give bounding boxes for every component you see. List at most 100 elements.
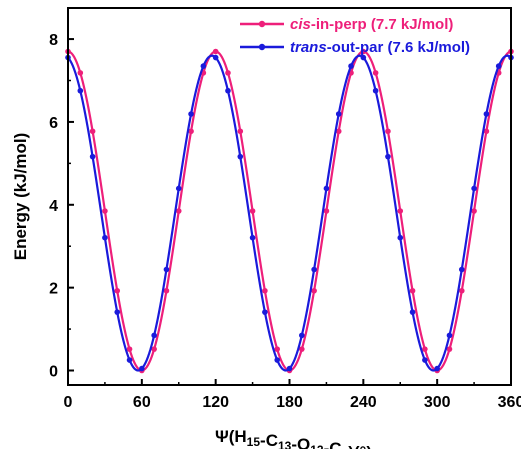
x-label-text: Ψ(H <box>215 427 247 446</box>
x-tick-label: 240 <box>350 394 377 411</box>
data-point-trans <box>175 185 182 192</box>
data-point-trans <box>274 357 280 363</box>
x-tick-label: 360 <box>498 394 521 411</box>
data-point-cis <box>262 287 268 294</box>
data-point-cis <box>409 287 416 294</box>
x-label-subscript: 12 <box>310 443 324 449</box>
x-label-text: -C <box>324 439 342 449</box>
x-label-text: -C <box>260 431 278 449</box>
data-point-cis <box>323 208 330 214</box>
data-point-cis <box>274 346 280 352</box>
data-point-trans <box>163 266 170 273</box>
data-point-cis <box>89 128 96 135</box>
data-point-cis <box>225 70 231 76</box>
x-axis-label: Ψ(H15-C13-O12-C7)(°) <box>215 427 372 449</box>
data-point-cis <box>397 208 404 214</box>
legend-label-rest: -in-perp (7.7 kJ/mol) <box>311 16 454 33</box>
legend: cis-in-perp (7.7 kJ/mol) trans-out-par (7… <box>240 16 470 56</box>
data-point-cis <box>188 128 194 135</box>
legend-label-italic: trans <box>290 39 327 56</box>
y-tick-label: 0 <box>49 364 58 381</box>
data-point-trans <box>225 87 231 94</box>
data-point-cis <box>458 287 465 294</box>
data-point-cis <box>483 128 490 135</box>
data-point-trans <box>151 332 157 339</box>
x-tick-label: 180 <box>276 394 303 411</box>
data-point-cis <box>151 346 157 352</box>
data-point-trans <box>286 365 293 372</box>
data-point-trans <box>323 185 330 192</box>
data-point-trans <box>299 332 305 339</box>
data-point-trans <box>385 153 391 160</box>
x-label-subscript: 15 <box>247 435 261 449</box>
data-point-cis <box>175 208 182 214</box>
data-point-trans <box>458 266 465 273</box>
data-point-trans <box>360 54 367 61</box>
data-point-cis <box>471 208 477 214</box>
data-point-cis <box>299 346 305 352</box>
legend-label-italic: cis <box>290 16 311 33</box>
legend-label-cis: cis-in-perp (7.7 kJ/mol) <box>290 16 453 33</box>
data-point-cis <box>102 208 108 214</box>
legend-label-rest: -out-par (7.6 kJ/mol) <box>327 39 470 56</box>
legend-marker-cis <box>258 20 266 28</box>
data-point-cis <box>212 48 219 55</box>
data-point-trans <box>114 309 121 315</box>
x-label-text: )(°) <box>348 443 372 449</box>
axes-layer: 0 60 120 180 240 300 360 0 2 4 6 8 <box>49 32 521 411</box>
data-point-trans <box>139 365 145 372</box>
plot-frame <box>67 7 512 386</box>
data-point-trans <box>249 234 256 241</box>
data-point-cis <box>163 287 170 294</box>
data-point-trans <box>348 63 354 69</box>
data-point-cis <box>422 346 428 352</box>
y-tick-label: 8 <box>49 32 58 49</box>
data-point-trans <box>200 63 207 69</box>
data-point-cis <box>126 346 133 352</box>
data-point-trans <box>335 111 342 117</box>
x-tick-label: 60 <box>133 394 151 411</box>
data-point-trans <box>397 234 404 241</box>
plot-layer <box>65 48 514 374</box>
data-point-cis <box>385 128 391 135</box>
y-tick-label: 2 <box>49 281 58 298</box>
data-point-cis <box>335 128 342 135</box>
x-tick-label: 0 <box>64 394 73 411</box>
x-tick-label: 120 <box>202 394 229 411</box>
data-point-trans <box>409 309 416 315</box>
y-tick-label: 4 <box>49 198 58 215</box>
data-point-trans <box>471 185 477 192</box>
data-point-trans <box>102 234 108 241</box>
data-point-trans <box>126 357 133 363</box>
data-point-trans <box>422 357 428 363</box>
data-point-trans <box>212 54 219 61</box>
data-point-trans <box>446 332 453 339</box>
data-point-cis <box>311 287 317 294</box>
data-point-cis <box>446 346 453 352</box>
y-tick-label: 6 <box>49 115 58 132</box>
x-label-text: -O <box>291 435 310 449</box>
data-point-cis <box>77 70 84 76</box>
data-point-cis <box>114 287 121 294</box>
data-point-trans <box>495 63 502 69</box>
legend-marker-trans <box>258 43 266 51</box>
series-line-cis <box>67 50 512 372</box>
data-point-trans <box>77 87 84 94</box>
data-point-trans <box>188 111 194 117</box>
data-point-cis <box>360 48 367 55</box>
data-point-trans <box>237 153 244 160</box>
data-point-trans <box>311 266 317 273</box>
data-point-cis <box>372 70 379 76</box>
legend-label-trans: trans-out-par (7.6 kJ/mol) <box>290 39 470 56</box>
data-point-trans <box>262 309 268 315</box>
data-point-trans <box>89 153 96 160</box>
data-point-trans <box>372 87 379 94</box>
data-point-cis <box>237 128 244 135</box>
data-point-cis <box>249 208 256 214</box>
data-point-trans <box>483 111 490 117</box>
x-tick-label: 300 <box>424 394 451 411</box>
y-axis-label: Energy (kJ/mol) <box>11 133 30 261</box>
series-line-trans <box>67 54 512 372</box>
